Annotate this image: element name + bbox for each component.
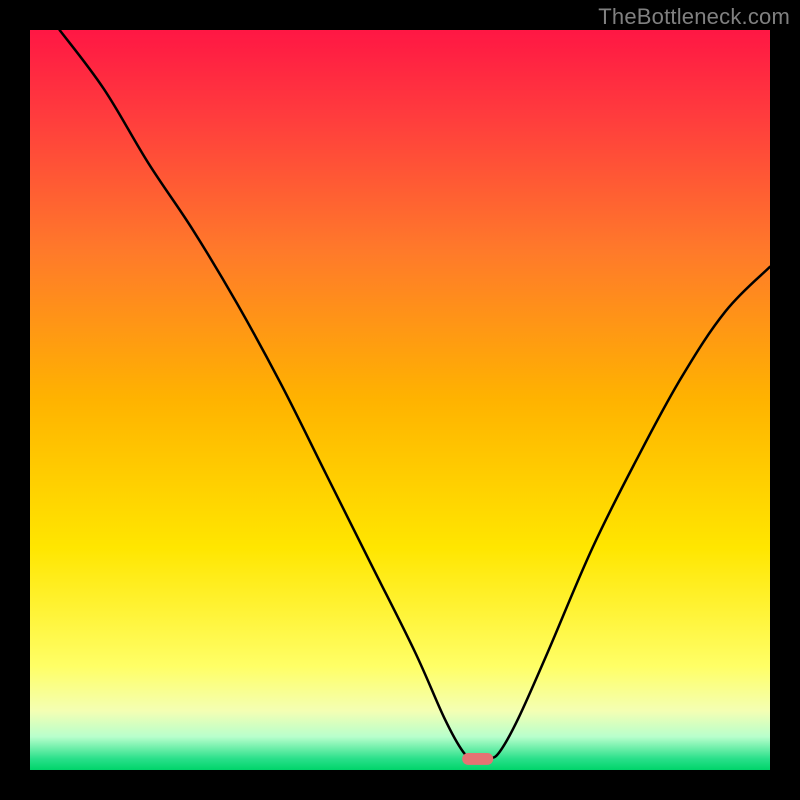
bottleneck-curve-chart — [0, 0, 800, 800]
watermark-text: TheBottleneck.com — [598, 4, 790, 30]
chart-stage: TheBottleneck.com — [0, 0, 800, 800]
plot-gradient-background — [30, 30, 770, 770]
optimal-marker — [462, 753, 493, 765]
